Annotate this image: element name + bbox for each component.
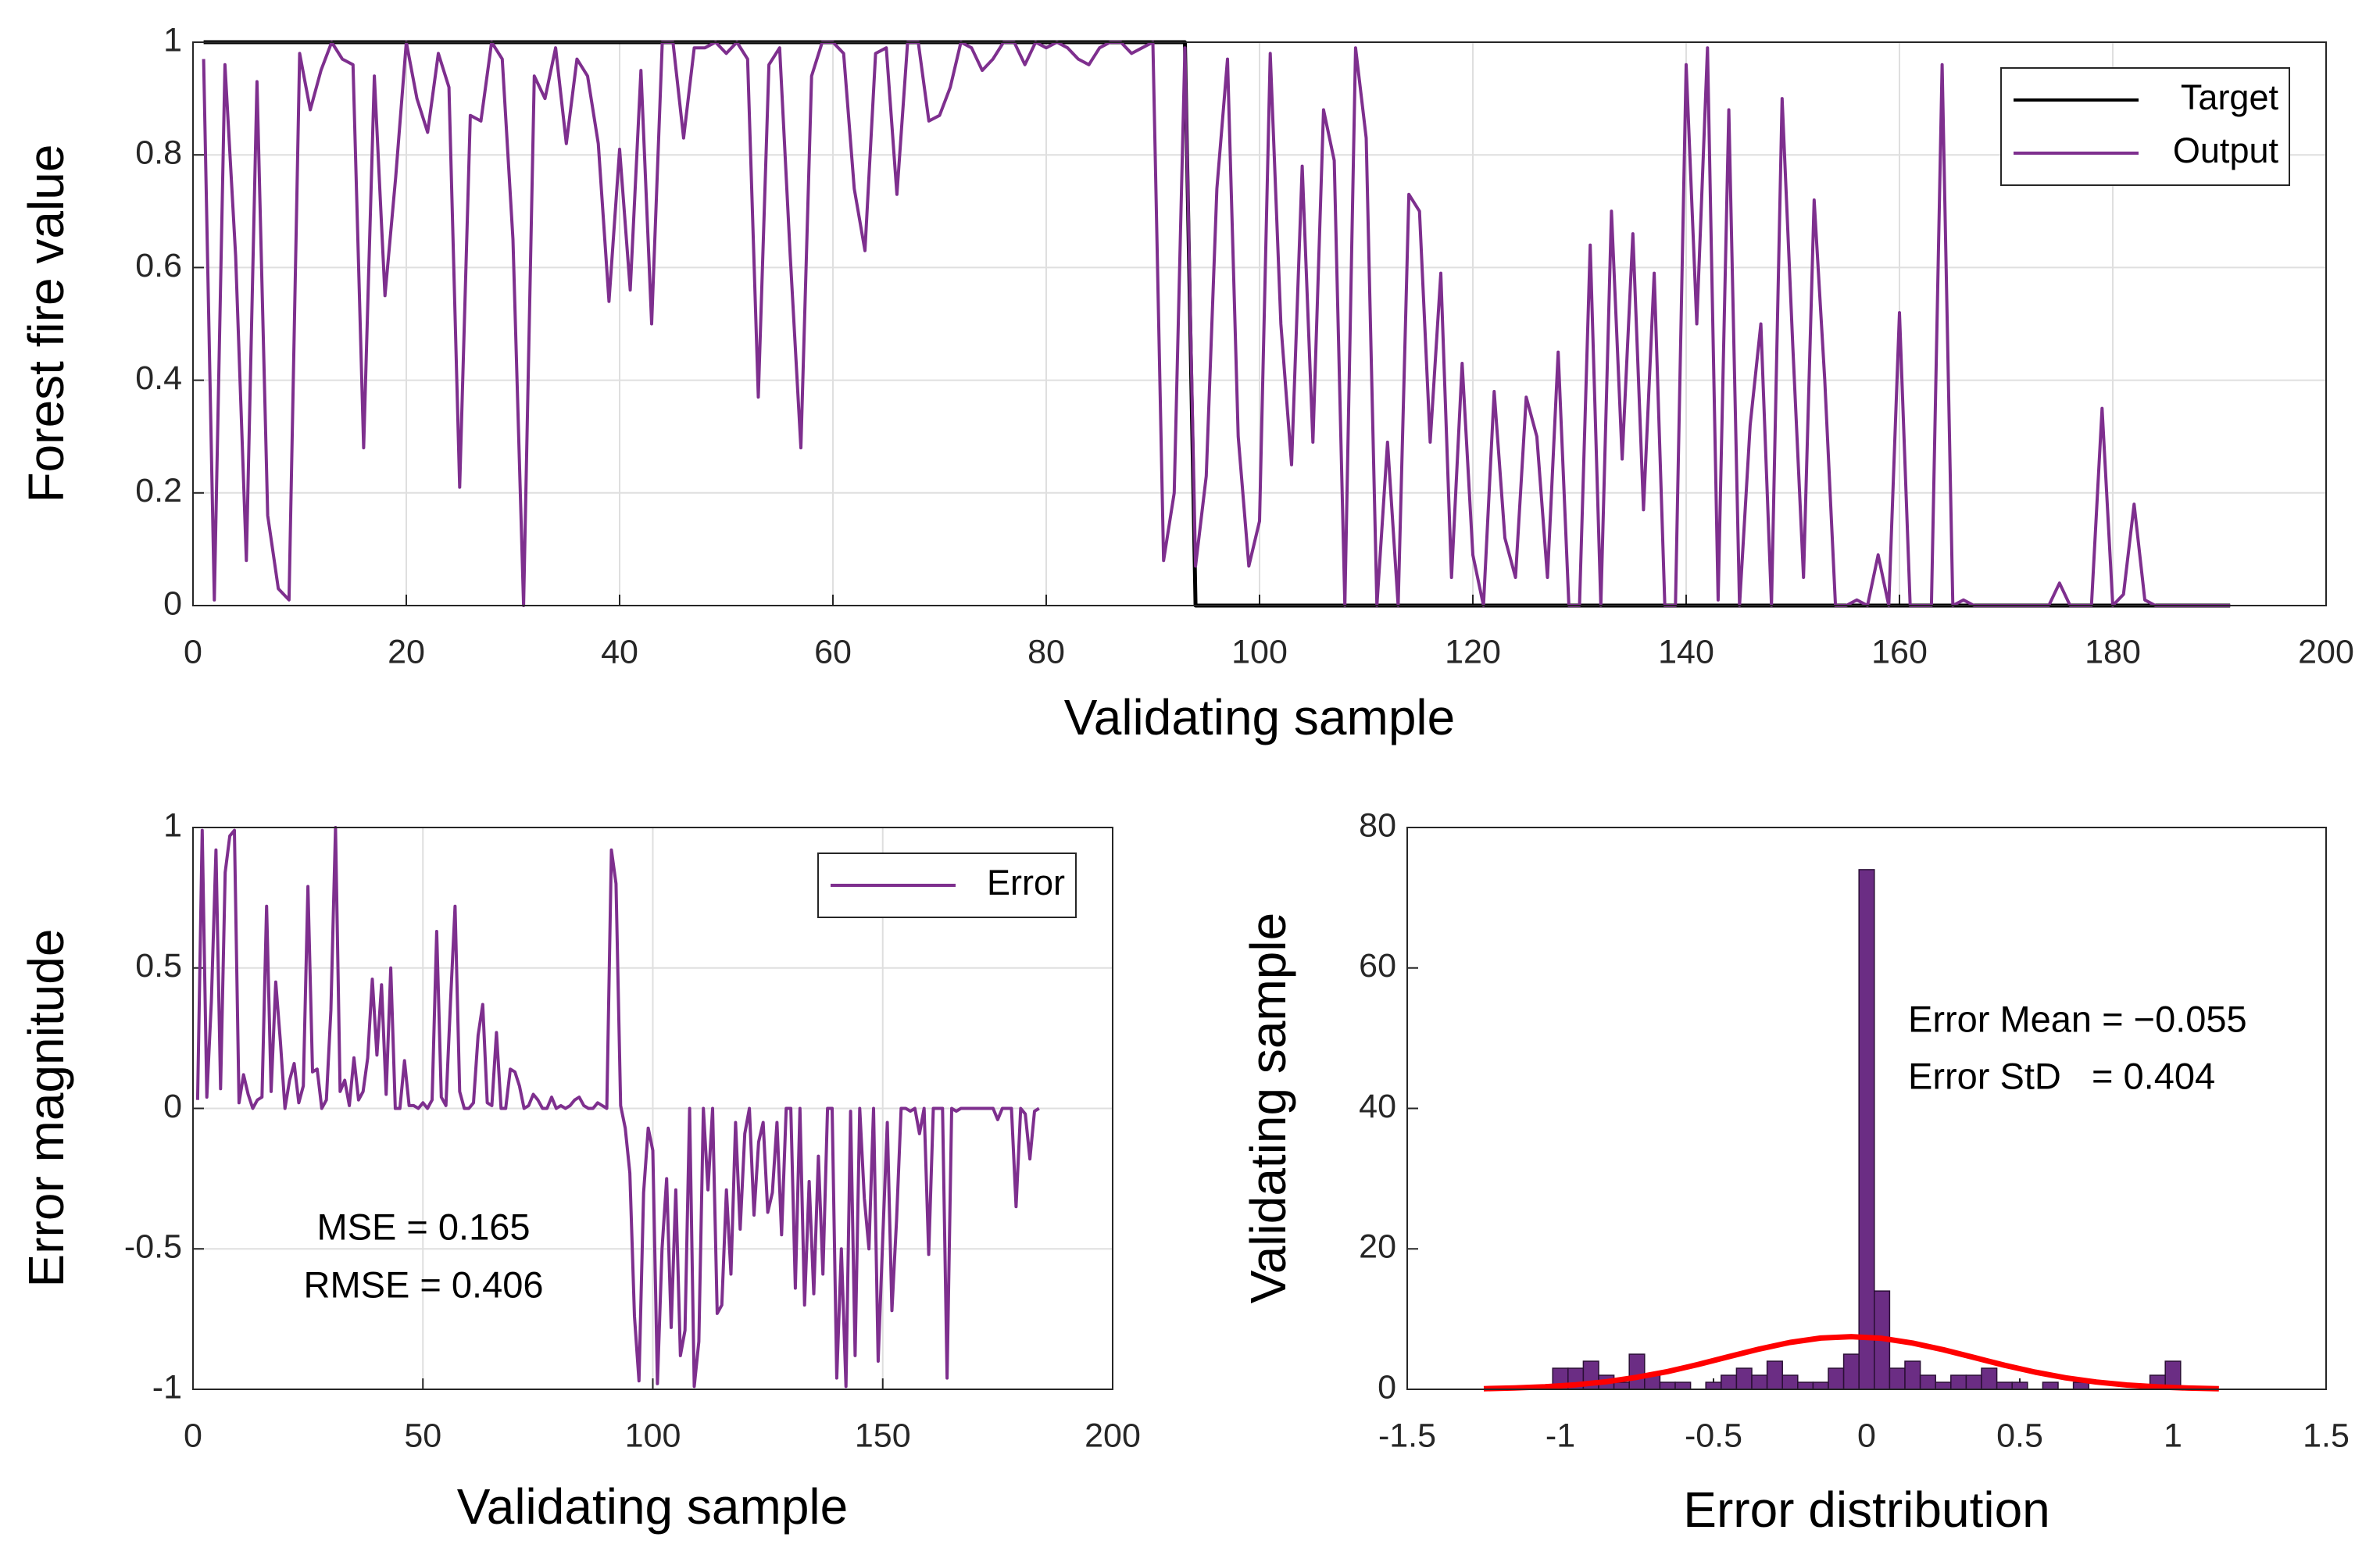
x-tick-label: 0.5 (1996, 1417, 2043, 1454)
hist-bar (1721, 1374, 1738, 1390)
hist-bar (1705, 1381, 1722, 1390)
x-axis-label: Validating sample (457, 1478, 848, 1535)
x-tick-label: 160 (1871, 633, 1928, 670)
hist-bar (1766, 1360, 1783, 1390)
x-tick-label: 0 (1857, 1417, 1876, 1454)
hist-bar (1981, 1367, 1998, 1390)
hist-bar (1781, 1374, 1799, 1390)
x-tick-label: 100 (625, 1417, 681, 1454)
data-line (202, 41, 2231, 607)
hist-bar (1812, 1381, 1829, 1390)
subplot: -1.5 -1 -0.5 0 0.5 1 1.5 0 20 40 60 80 Error distrib… (1240, 806, 2350, 1538)
axes-frame (192, 827, 1113, 1390)
y-axis-label: Forest fire value (18, 145, 74, 503)
y-axis-label: Error magnitude (18, 929, 74, 1288)
x-tick-label: 40 (601, 633, 638, 670)
y-tick-label: -0.5 (124, 1228, 182, 1266)
y-tick-label: 60 (1359, 947, 1396, 985)
x-tick-label: 140 (1658, 633, 1714, 670)
x-tick-label: 150 (855, 1417, 911, 1454)
y-tick-label: 0.4 (135, 359, 182, 397)
hist-bar (2011, 1381, 2028, 1390)
hist-bar (2042, 1381, 2059, 1390)
x-tick-label: 0 (184, 1417, 202, 1454)
y-tick-label: 1 (163, 21, 182, 59)
annotation: MSE = 0.165 (316, 1206, 530, 1247)
hist-bar (1965, 1374, 1982, 1390)
y-tick-label: 0.8 (135, 134, 182, 172)
annotation: Error StD = 0.404 (1908, 1055, 2215, 1096)
hist-bar (1858, 869, 1875, 1390)
x-tick-label: 1 (2164, 1417, 2182, 1454)
x-tick-label: 80 (1027, 633, 1065, 670)
hist-bar (1828, 1367, 1845, 1390)
legend-label: Error (987, 863, 1065, 903)
subplot: 0 50 100 150 200 -1 -0.5 0 0.5 1 Validating sample… (18, 806, 1141, 1535)
hist-bar (1628, 1353, 1646, 1390)
x-tick-label: -1 (1546, 1417, 1575, 1454)
y-tick-label: 0 (1378, 1368, 1396, 1406)
hist-bar (1904, 1360, 1921, 1390)
hist-bar (1919, 1374, 1936, 1390)
hist-bar (1842, 1353, 1860, 1390)
y-tick-label: 80 (1359, 806, 1396, 844)
x-tick-label: 60 (814, 633, 852, 670)
y-tick-label: 0.6 (135, 247, 182, 284)
hist-bar (1659, 1381, 1676, 1390)
hist-bar (1889, 1367, 1906, 1390)
y-tick-label: 0 (163, 584, 182, 622)
hist-bar (1996, 1381, 2013, 1390)
x-tick-label: 1.5 (2303, 1417, 2350, 1454)
x-axis-label: Validating sample (1064, 689, 1455, 745)
hist-bar (1797, 1381, 1814, 1390)
y-tick-label: 40 (1359, 1088, 1396, 1125)
axes-frame (192, 41, 2327, 606)
y-tick-label: -1 (152, 1368, 182, 1406)
x-tick-label: 50 (404, 1417, 441, 1454)
hist-bar (1935, 1381, 1952, 1390)
y-axis-label: Validating sample (1240, 913, 1296, 1303)
y-tick-label: 20 (1359, 1228, 1396, 1266)
hist-bar (1735, 1367, 1753, 1390)
hist-bar (1674, 1381, 1692, 1390)
data-line (195, 826, 1040, 1389)
x-tick-label: 180 (2085, 633, 2141, 670)
x-tick-label: 120 (1445, 633, 1501, 670)
legend-label: Output (2173, 130, 2279, 170)
x-tick-label: -1.5 (1378, 1417, 1436, 1454)
legend-box (2000, 67, 2290, 186)
annotation: Error Mean = −0.055 (1908, 998, 2247, 1039)
x-tick-label: 0 (184, 633, 202, 670)
x-axis-label: Error distribution (1683, 1482, 2050, 1538)
x-tick-label: 100 (1231, 633, 1288, 670)
y-tick-label: 1 (163, 806, 182, 844)
y-tick-label: 0.2 (135, 472, 182, 509)
hist-bar (1950, 1374, 1967, 1390)
axes-frame (1406, 827, 2327, 1390)
subplot: 0 20 40 60 80 100 120 140 160 180 200 0 0.2 0.4 0.6 0.8… (18, 21, 2354, 745)
annotation: RMSE = 0.406 (304, 1264, 544, 1305)
x-tick-label: -0.5 (1685, 1417, 1742, 1454)
hist-bar (1613, 1381, 1630, 1390)
y-tick-label: 0 (163, 1088, 182, 1125)
fit-curve (1483, 1334, 2219, 1392)
x-tick-label: 200 (1085, 1417, 1141, 1454)
legend-label: Target (2181, 77, 2279, 117)
y-tick-label: 0.5 (135, 947, 182, 985)
hist-bar (1751, 1374, 1768, 1390)
x-tick-label: 20 (388, 633, 425, 670)
x-tick-label: 200 (2298, 633, 2354, 670)
